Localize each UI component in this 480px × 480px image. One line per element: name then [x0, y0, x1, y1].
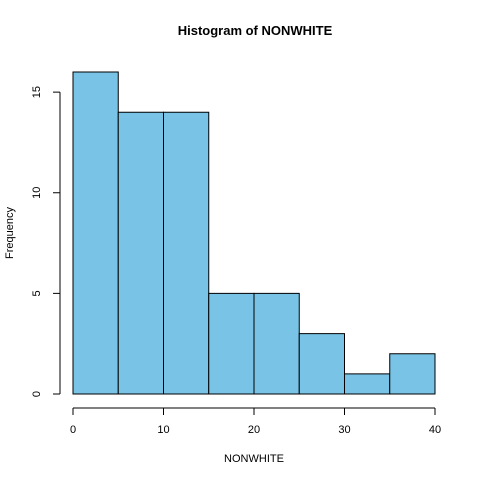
histogram-bar-5 — [298, 333, 345, 395]
chart-title: Histogram of NONWHITE — [178, 23, 333, 38]
histogram-bar-6 — [344, 373, 391, 395]
y-tick-label-1: 5 — [31, 290, 43, 296]
x-tick-label-4: 40 — [429, 424, 441, 436]
histogram-bar-2 — [163, 111, 210, 395]
y-tick-label-0: 0 — [31, 391, 43, 397]
histogram-bar-3 — [208, 292, 255, 395]
x-tick-label-2: 20 — [248, 424, 260, 436]
histogram-bar-4 — [253, 292, 300, 395]
y-axis: 0 5 10 15 — [31, 86, 61, 397]
y-tick-label-2: 10 — [31, 187, 43, 199]
x-axis: 0 10 20 30 40 — [70, 407, 441, 436]
x-tick-label-1: 10 — [157, 424, 169, 436]
x-axis-label: NONWHITE — [224, 453, 284, 465]
y-axis-label: Frequency — [4, 207, 16, 259]
histogram-bar-7 — [389, 353, 436, 395]
histogram-bar-1 — [117, 111, 164, 395]
histogram-bars — [72, 71, 436, 395]
x-tick-label-3: 30 — [338, 424, 350, 436]
y-tick-label-3: 15 — [31, 86, 43, 98]
x-tick-label-0: 0 — [70, 424, 76, 436]
histogram-bar-0 — [72, 71, 119, 395]
